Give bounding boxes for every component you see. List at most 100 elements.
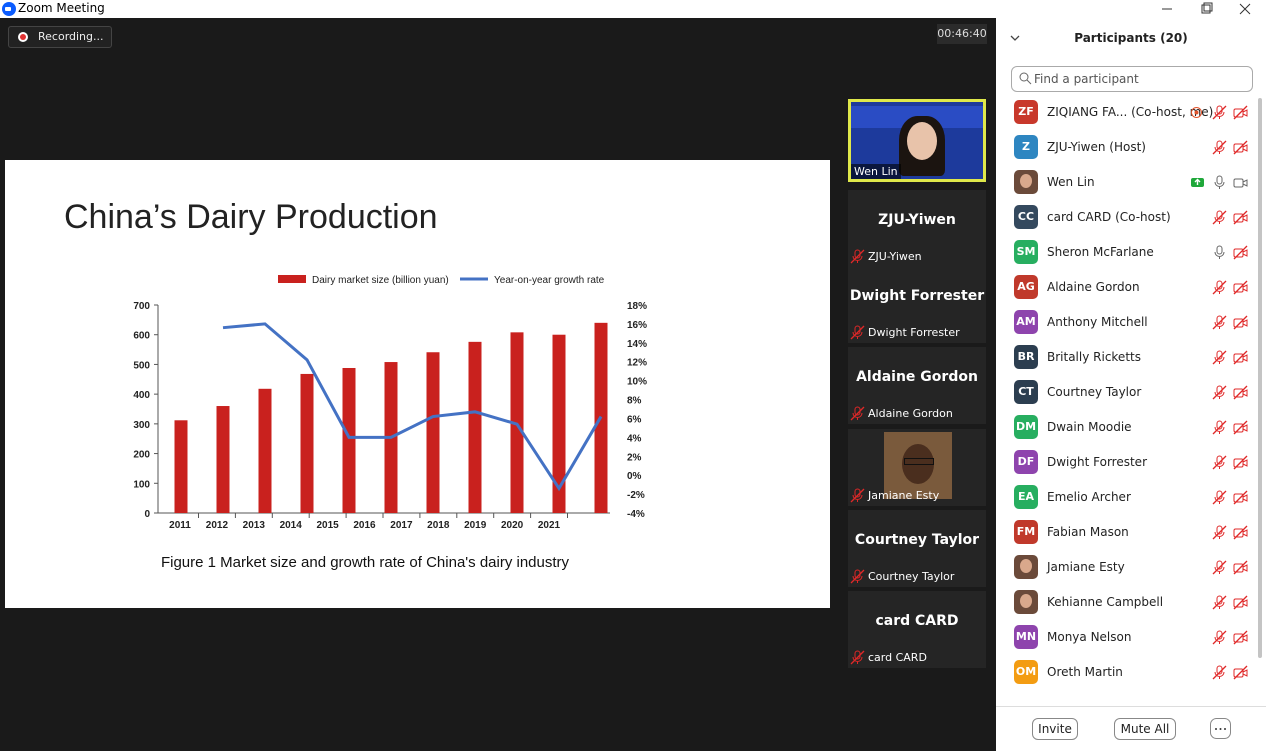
- cam-lens: [1242, 529, 1248, 537]
- cam-lens: [1242, 634, 1248, 642]
- mute-all-button[interactable]: Mute All: [1114, 718, 1176, 740]
- tile-display-name: card CARD: [875, 613, 959, 629]
- participant-row[interactable]: AM Anthony Mitchell: [996, 305, 1248, 340]
- mic-stand: [1214, 146, 1225, 154]
- participant-row[interactable]: EA Emelio Archer: [996, 480, 1248, 515]
- cam-body: [1233, 178, 1244, 188]
- mute-slash: [1212, 315, 1227, 330]
- participant-row[interactable]: DF Dwight Forrester: [996, 445, 1248, 480]
- avatar: OM: [1014, 660, 1038, 684]
- mute-slash: [1233, 665, 1248, 680]
- x-tick-label: 2012: [206, 520, 229, 531]
- share-icon: [1191, 178, 1204, 187]
- y2-tick-label: -2%: [627, 490, 645, 501]
- participant-row[interactable]: DM Dwain Moodie: [996, 410, 1248, 445]
- participant-name: Monya Nelson: [1047, 630, 1132, 644]
- participant-row[interactable]: SM Sheron McFarlane: [996, 235, 1248, 270]
- collapse-chevron[interactable]: [1010, 34, 1020, 42]
- cam-lens: [1242, 599, 1248, 607]
- mic-icon: [1212, 665, 1227, 680]
- mute-slash: [1233, 560, 1248, 575]
- mic-icon: [1214, 245, 1225, 259]
- divider: [996, 706, 1266, 707]
- participant-row[interactable]: MN Monya Nelson: [996, 620, 1248, 655]
- y2-tick-label: 8%: [627, 396, 642, 407]
- mic-icon: [1212, 385, 1227, 400]
- cam-lens: [1242, 179, 1248, 187]
- cam-lens: [1242, 354, 1248, 362]
- participant-row[interactable]: Wen Lin: [996, 165, 1248, 200]
- participant-name: card CARD (Co-host): [1047, 210, 1171, 224]
- more-button[interactable]: [1210, 718, 1232, 740]
- mute-slash: [850, 488, 865, 503]
- cam-lens: [1242, 214, 1248, 222]
- mic-icon: [850, 650, 865, 665]
- avatar: AM: [1014, 310, 1038, 334]
- video-icon: [1233, 595, 1248, 610]
- cam-body: [1233, 353, 1244, 363]
- window-controls[interactable]: [1150, 0, 1266, 18]
- mic-icon: [1212, 140, 1227, 155]
- y2-tick-label: 16%: [627, 320, 647, 331]
- cam-body: [1233, 248, 1244, 258]
- bar: [300, 373, 314, 513]
- search-box[interactable]: Find a participant: [1011, 66, 1253, 92]
- mic-stand: [852, 255, 863, 263]
- y2-tick-label: 14%: [627, 339, 647, 350]
- participant-row[interactable]: FM Fabian Mason: [996, 515, 1248, 550]
- avatar: Z: [1014, 135, 1038, 159]
- avatar-face: [1020, 174, 1032, 188]
- legend-label: Year-on-year growth rate: [494, 275, 605, 286]
- mic-icon: [1212, 420, 1227, 435]
- y-tick-label: 100: [133, 479, 150, 490]
- x-tick-label: 2019: [464, 520, 487, 531]
- mute-slash: [850, 650, 865, 665]
- timer: 00:46:40: [937, 24, 987, 44]
- mic-stand: [1214, 216, 1225, 224]
- mic-body: [1216, 175, 1223, 185]
- mute-slash: [1233, 140, 1248, 155]
- participant-row[interactable]: CC card CARD (Co-host): [996, 200, 1248, 235]
- y-tick-label: 0: [144, 509, 150, 520]
- participant-row[interactable]: CT Courtney Taylor: [996, 375, 1248, 410]
- participant-row[interactable]: OM Oreth Martin: [996, 655, 1248, 690]
- participant-row[interactable]: AG Aldaine Gordon: [996, 270, 1248, 305]
- participant-name: Fabian Mason: [1047, 525, 1129, 539]
- growth-line: [222, 322, 603, 492]
- mute-slash: [1233, 525, 1248, 540]
- participant-row[interactable]: BR Britally Ricketts: [996, 340, 1248, 375]
- y2-tick-label: 18%: [627, 301, 647, 312]
- x-tick-label: 2014: [280, 520, 303, 531]
- invite-button[interactable]: Invite: [1032, 718, 1078, 740]
- mute-slash: [1233, 350, 1248, 365]
- mute-slash: [1212, 630, 1227, 645]
- cam-body: [1233, 563, 1244, 573]
- avatar-photo: [1014, 590, 1038, 614]
- window-title: Zoom Meeting: [18, 1, 105, 15]
- mic-stand: [852, 494, 863, 502]
- video-icon: [1233, 140, 1248, 155]
- mic-stand: [852, 575, 863, 583]
- participant-row[interactable]: ZF ZIQIANG FA... (Co-host, me): [996, 95, 1248, 130]
- video-icon: [1233, 525, 1248, 540]
- participant-row[interactable]: Jamiane Esty: [996, 550, 1248, 585]
- cam-lens: [1242, 459, 1248, 467]
- tile-display-name: ZJU-Yiwen: [878, 212, 956, 228]
- search-placeholder: Find a participant: [1034, 72, 1139, 86]
- bar: [258, 388, 272, 513]
- recording-indicator[interactable]: Recording...: [8, 26, 112, 48]
- mute-slash: [1233, 420, 1248, 435]
- video-icon: [1233, 315, 1248, 330]
- cam-lens: [1242, 109, 1248, 117]
- mic-stand: [1214, 391, 1225, 399]
- participant-name: ZIQIANG FA... (Co-host, me): [1047, 105, 1214, 119]
- mic-icon: [1212, 280, 1227, 295]
- participant-row[interactable]: Z ZJU-Yiwen (Host): [996, 130, 1248, 165]
- scrollbar: [1258, 98, 1262, 658]
- participant-row[interactable]: Kehianne Campbell: [996, 585, 1248, 620]
- participant-name: Wen Lin: [1047, 175, 1095, 189]
- mic-stand: [1214, 356, 1225, 364]
- search-icon: [1019, 72, 1032, 85]
- video-tile: Courtney Taylor Courtney Taylor: [848, 510, 986, 587]
- mic-stand: [1214, 601, 1225, 609]
